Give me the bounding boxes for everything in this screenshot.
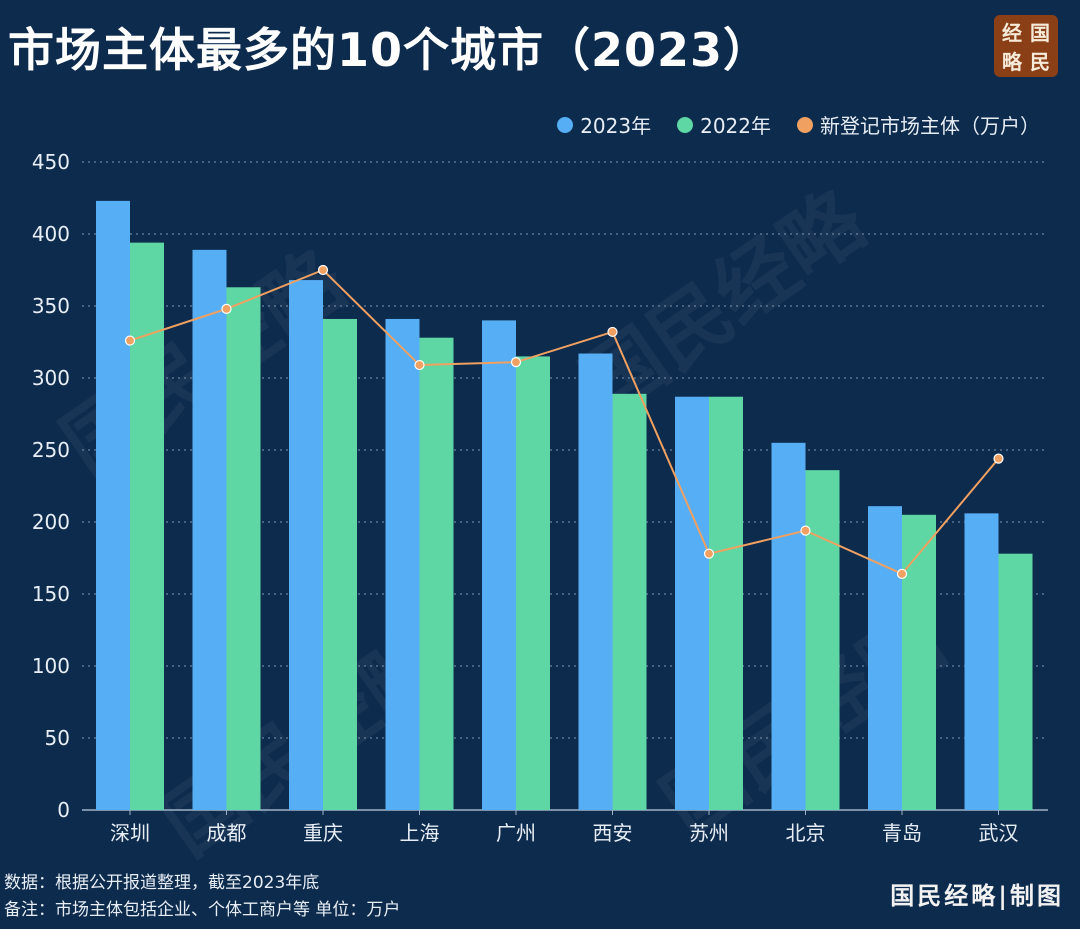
legend-item-new-registrations: 新登记市场主体（万户） <box>797 110 1040 139</box>
logo-char: 略 <box>1002 50 1022 74</box>
bar-2023 <box>578 353 613 810</box>
bar-2022 <box>805 470 840 810</box>
x-tick-label: 重庆 <box>303 821 343 845</box>
logo-char: 经 <box>1002 21 1022 45</box>
y-tick-label: 150 <box>32 582 70 606</box>
chart-legend: 2023年 2022年 新登记市场主体（万户） <box>557 110 1040 139</box>
bar-2022 <box>709 396 743 810</box>
bar-2022 <box>516 356 550 810</box>
x-tick-label: 深圳 <box>110 821 150 845</box>
line-point <box>703 548 715 559</box>
bar-2022 <box>998 553 1033 810</box>
line-point <box>800 525 811 536</box>
line-point <box>896 568 908 579</box>
page-title: 市场主体最多的10个城市（2023） <box>8 23 771 77</box>
bar-2023 <box>675 396 709 810</box>
y-tick-label: 450 <box>32 150 70 174</box>
bar-2023 <box>192 249 227 811</box>
x-tick-label: 西安 <box>593 821 633 845</box>
logo: 经 国 略 民 <box>994 15 1058 77</box>
logo-char: 民 <box>1030 50 1050 74</box>
remarks-note: 备注：市场主体包括企业、个体工商户等 单位：万户 <box>4 900 401 920</box>
x-tick-label: 武汉 <box>979 821 1019 845</box>
x-tick-label: 青岛 <box>882 821 922 845</box>
bar-2022 <box>323 318 357 810</box>
legend-label-2023: 2023年 <box>580 114 652 138</box>
brand-credit: 国民经略|制图 <box>890 881 1064 910</box>
bar-2022 <box>419 337 454 810</box>
y-tick-label: 50 <box>45 726 70 750</box>
y-tick-label: 400 <box>32 222 70 246</box>
legend-swatch-new-registrations <box>797 116 813 133</box>
bar-2023 <box>482 320 516 810</box>
y-tick-label: 100 <box>32 654 70 678</box>
y-tick-label: 250 <box>32 438 70 462</box>
legend-label-2022: 2022年 <box>700 114 771 138</box>
legend-item-2022: 2022年 <box>677 110 771 139</box>
bar-2023 <box>964 513 999 810</box>
legend-swatch-2023 <box>557 116 574 133</box>
x-tick-label: 成都 <box>207 821 247 845</box>
y-tick-label: 200 <box>32 510 70 534</box>
data-source-note: 数据：根据公开报道整理，截至2023年底 <box>4 873 320 893</box>
y-tick-label: 350 <box>32 294 70 318</box>
bar-2023 <box>771 442 806 810</box>
bar-2023 <box>96 200 130 810</box>
line-point <box>221 303 232 314</box>
legend-item-2023: 2023年 <box>557 110 651 139</box>
line-new-registrations <box>129 268 1000 576</box>
x-tick-label: 上海 <box>400 821 440 845</box>
x-tick-label: 广州 <box>496 821 536 845</box>
legend-swatch-2022 <box>677 116 694 133</box>
bar-2022 <box>226 287 261 810</box>
bar-2022 <box>130 242 164 810</box>
legend-label-new-registrations: 新登记市场主体（万户） <box>820 114 1040 138</box>
line-point <box>414 359 425 371</box>
line-point <box>124 335 136 346</box>
y-tick-label: 0 <box>57 798 70 822</box>
line-point <box>510 357 522 368</box>
bar-2023 <box>385 318 420 810</box>
x-tick-label: 北京 <box>786 821 826 845</box>
line-point <box>607 326 618 338</box>
line-point <box>317 264 329 276</box>
bar-2023 <box>868 506 902 810</box>
bar-2022 <box>902 514 936 810</box>
logo-char: 国 <box>1030 21 1050 45</box>
bar-2023 <box>289 280 323 811</box>
x-tick-label: 苏州 <box>689 821 729 845</box>
bar-2022 <box>612 393 647 810</box>
y-tick-label: 300 <box>32 366 70 390</box>
line-point <box>993 453 1004 464</box>
